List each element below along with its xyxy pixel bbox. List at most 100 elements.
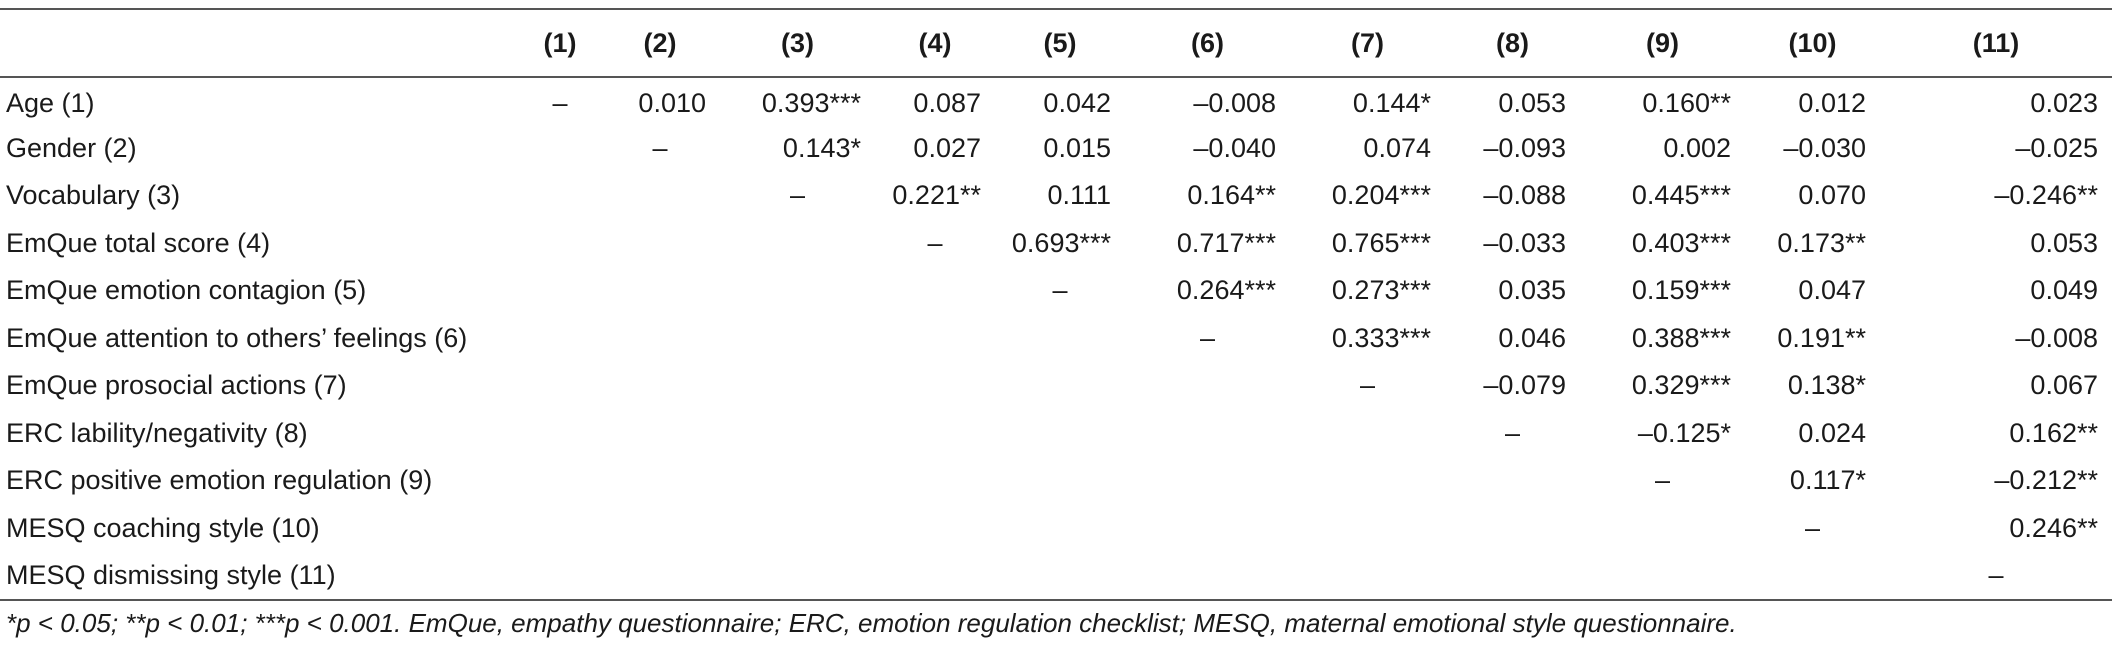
table-cell [1445,505,1580,553]
table-cell [720,267,875,315]
table-cell [1125,410,1290,458]
table-cell: 0.693*** [1011,227,1111,258]
table-cell [600,410,720,458]
table-cell [720,505,875,553]
table-row: Vocabulary (3) – 0.221** 0.111 0.164** 0.204*… [0,172,2112,220]
table-cell: 0.047 [1798,275,1866,306]
table-cell [520,457,600,505]
table-cell: 0.264*** [1176,275,1276,306]
table-cell: –0.125* [1637,417,1731,448]
table-cell [995,410,1125,458]
table-cell [1125,457,1290,505]
table-cell: – [1880,552,2112,601]
table-cell [600,267,720,315]
table-cell [600,315,720,363]
table-row: MESQ dismissing style (11) – [0,552,2112,601]
table-cell: 0.246** [2009,512,2098,543]
table-cell: 0.087 [913,87,981,118]
table-cell [875,410,995,458]
table-cell [875,362,995,410]
table-cell: 0.164** [1187,180,1276,211]
table-cell: 0.002 [1663,132,1731,163]
row-label: EmQue prosocial actions (7) [6,370,347,401]
table-cell [1290,457,1445,505]
table-footnote: *p < 0.05; **p < 0.01; ***p < 0.001. EmQ… [6,608,1737,638]
table-cell [520,552,600,601]
column-header: (7) [1290,8,1445,78]
column-header: (11) [1880,8,2112,78]
table-cell: –0.093 [1483,132,1566,163]
row-label: EmQue total score (4) [6,227,271,258]
table-cell [600,457,720,505]
table-cell: 0.221** [892,180,981,211]
table-cell [1290,505,1445,553]
table-cell [600,362,720,410]
correlation-table: (1) (2) (3) (4) (5) (6) (7) (8) (9) (10) (11) Age … [0,8,2112,601]
table-cell: 0.035 [1498,275,1566,306]
table-row: EmQue attention to others’ feelings (6) –… [0,315,2112,363]
table-cell: –0.030 [1783,132,1866,163]
table-cell [520,410,600,458]
table-cell: 0.024 [1798,417,1866,448]
table-row: Age (1) – 0.010 0.393*** 0.087 0.042 –0.008 0.1… [0,77,2112,125]
table-cell: 0.273*** [1331,275,1431,306]
table-cell: – [789,180,806,211]
table-cell [995,315,1125,363]
table-row: Gender (2) – 0.143* 0.027 0.015 –0.040 0.074 –0… [0,125,2112,173]
column-header: (6) [1125,8,1290,78]
table-cell: 0.117* [1789,465,1866,496]
row-label: Age (1) [6,87,95,118]
table-cell: 0.049 [2030,275,2098,306]
row-label: ERC lability/negativity (8) [6,417,308,448]
table-cell: 0.765*** [1331,227,1431,258]
table-cell [520,125,600,173]
table-cell: 0.111 [1047,180,1111,211]
table-cell: 0.333*** [1331,322,1431,353]
column-header: (9) [1580,8,1745,78]
table-cell: –0.040 [1193,132,1276,163]
table-cell: 0.403*** [1631,227,1731,258]
table-cell: – [652,132,668,163]
column-header: (8) [1445,8,1580,78]
table-cell: –0.246** [1994,180,2098,211]
row-label: MESQ dismissing style (11) [0,552,520,601]
table-cell [600,552,720,601]
table-cell [600,505,720,553]
table-cell: 0.027 [913,132,981,163]
table-cell: – [1052,275,1068,306]
table-cell [995,505,1125,553]
table-row: ERC positive emotion regulation (9) – 0.11… [0,457,2112,505]
table-row: ERC lability/negativity (8) – –0.125* 0.024… [0,410,2112,458]
table-cell: 0.717*** [1176,227,1276,258]
table-cell [720,220,875,268]
table-cell [1445,552,1580,601]
table-cell: 0.067 [2030,370,2098,401]
table-cell [520,172,600,220]
table-cell: 0.046 [1498,322,1566,353]
table-cell: –0.033 [1483,227,1566,258]
table-cell [720,457,875,505]
column-header: (3) [720,8,875,78]
table-cell [720,410,875,458]
header-blank [0,8,520,78]
table-cell [600,172,720,220]
table-cell [520,362,600,410]
table-row: MESQ coaching style (10) – 0.246** [0,505,2112,553]
column-header: (5) [995,8,1125,78]
table-cell: 0.160** [1642,87,1731,118]
row-label: MESQ coaching style (10) [6,512,320,543]
table-cell: 0.015 [1043,132,1111,163]
column-header: (1) [520,8,600,78]
column-header: (2) [600,8,720,78]
table-cell: 0.162** [2009,417,2098,448]
table-cell [720,552,875,601]
table-cell [995,457,1125,505]
table-cell [875,552,995,601]
table-cell: –0.008 [1193,87,1276,118]
table-cell: – [1359,370,1376,401]
table-cell [720,362,875,410]
table-cell [520,505,600,553]
row-label: Vocabulary (3) [6,180,181,211]
table-cell: – [1654,465,1671,496]
